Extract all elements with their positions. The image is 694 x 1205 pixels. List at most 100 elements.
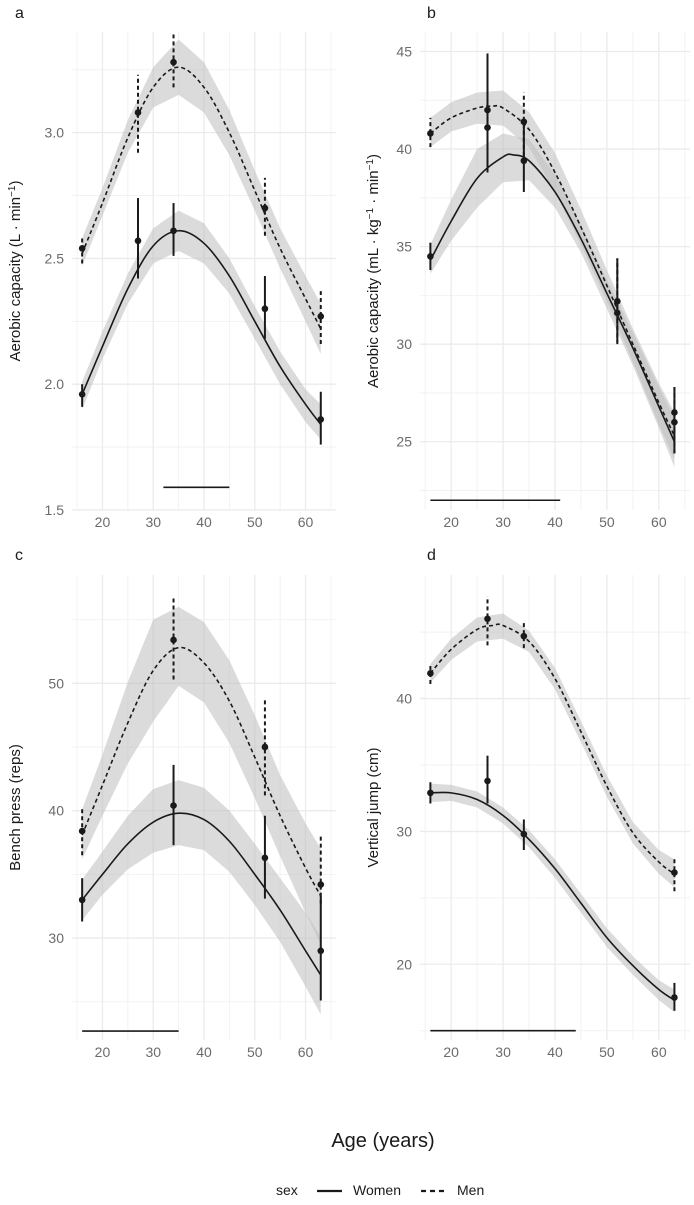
data-point-women xyxy=(170,802,177,809)
fit-line-men xyxy=(81,66,322,330)
legend: sex Women Men xyxy=(276,1182,484,1198)
y-axis-title-close: ) xyxy=(365,154,382,159)
y-axis-title-main: Bench press (reps) xyxy=(7,744,24,871)
data-point-men xyxy=(484,106,491,114)
data-point-women xyxy=(671,994,678,1001)
legend-label-women: Women xyxy=(353,1182,401,1198)
y-tick-label: 25 xyxy=(396,434,412,450)
x-tick-label: 50 xyxy=(599,1044,615,1060)
ci-ribbon-women xyxy=(430,133,675,468)
data-point-men xyxy=(78,827,86,835)
x-tick-label: 20 xyxy=(443,514,459,530)
data-point-women xyxy=(427,789,434,797)
x-tick-label: 50 xyxy=(599,514,615,530)
data-point-women xyxy=(170,227,177,235)
fit-line-women xyxy=(429,153,676,443)
data-point-men xyxy=(671,409,678,416)
x-tick-label: 30 xyxy=(495,514,511,530)
x-tick-label: 50 xyxy=(247,1044,263,1060)
data-point-men xyxy=(671,869,678,876)
x-tick-label: 20 xyxy=(443,1044,459,1060)
y-tick-label: 45 xyxy=(396,44,412,60)
x-tick-label: 30 xyxy=(495,1044,511,1060)
panel-c: c 20 30 40 50 60 30 40 50 Bench press (reps) xyxy=(7,547,336,1060)
x-axis-title: Age (years) xyxy=(331,1130,434,1152)
ci-ribbon-men xyxy=(430,613,675,888)
y-axis-title-close: ) xyxy=(7,181,24,186)
y-axis-title-unit: (mL · kg xyxy=(365,219,382,273)
y-tick-label: 50 xyxy=(48,675,64,691)
data-point-men xyxy=(520,118,528,126)
data-point-men xyxy=(427,130,434,137)
y-axis-title-superscript: −1 xyxy=(7,185,18,197)
y-axis-title: Aerobic capacity (L · min−1) xyxy=(7,181,25,362)
panel-a: a 20 30 40 50 60 1.5 2.0 2.5 3.0 Aerobic capacity … xyxy=(7,5,336,530)
y-axis-title-main: Aerobic capacity xyxy=(7,247,24,361)
data-point-men xyxy=(170,58,177,66)
fit-line-women xyxy=(81,229,322,425)
x-tick-label: 40 xyxy=(547,1044,563,1060)
y-tick-label: 30 xyxy=(48,930,64,946)
y-tick-label: 2.0 xyxy=(45,376,65,392)
data-point-men xyxy=(170,636,177,644)
y-tick-label: 30 xyxy=(396,823,412,839)
fit-line-men xyxy=(429,623,675,875)
x-tick-label: 20 xyxy=(95,1044,111,1060)
data-point-women xyxy=(261,305,269,313)
fit-line-men xyxy=(429,104,676,437)
data-point-women xyxy=(317,416,325,423)
data-point-women xyxy=(427,253,434,260)
data-point-women xyxy=(520,830,528,838)
panel-label: b xyxy=(427,5,436,22)
y-axis-title-unit: · min xyxy=(365,170,382,208)
data-point-men xyxy=(261,743,269,751)
x-tick-label: 60 xyxy=(651,1044,667,1060)
x-tick-label: 20 xyxy=(95,514,111,530)
x-tick-label: 40 xyxy=(547,514,563,530)
ci-ribbon-men xyxy=(82,39,321,355)
x-tick-label: 40 xyxy=(196,1044,212,1060)
y-tick-label: 3.0 xyxy=(45,125,65,141)
y-axis-title-main: Vertical jump (cm) xyxy=(365,747,382,867)
x-tick-label: 50 xyxy=(247,514,263,530)
y-tick-label: 2.5 xyxy=(45,250,65,266)
data-point-women xyxy=(261,854,269,862)
data-point-men xyxy=(317,881,325,888)
y-tick-label: 1.5 xyxy=(45,502,65,518)
x-tick-label: 60 xyxy=(651,514,667,530)
x-tick-label: 40 xyxy=(196,514,212,530)
ci-ribbon-women xyxy=(82,210,321,440)
data-point-men xyxy=(484,615,491,623)
data-point-women xyxy=(78,896,86,904)
x-tick-label: 30 xyxy=(145,1044,161,1060)
y-axis-title: Bench press (reps) xyxy=(7,744,24,871)
y-axis-title-main: Aerobic capacity xyxy=(365,274,382,388)
panel-label: d xyxy=(427,547,436,564)
panel-label: c xyxy=(15,547,23,564)
panel-d: d 20 30 40 50 60 20 30 40 Vertical jump (cm) xyxy=(365,547,690,1060)
data-point-women xyxy=(317,947,325,955)
data-point-men xyxy=(134,109,142,116)
y-tick-label: 20 xyxy=(396,956,412,972)
x-tick-label: 60 xyxy=(298,1044,314,1060)
fit-line-women xyxy=(430,791,675,1001)
y-axis-title: Aerobic capacity (mL · kg−1 · min−1) xyxy=(365,154,383,388)
data-point-women xyxy=(484,777,491,785)
fit-line-women xyxy=(81,812,322,976)
y-tick-label: 35 xyxy=(396,239,412,255)
panel-b: b 20 30 40 50 60 25 30 35 40 45 Aerobic capacity (m… xyxy=(365,5,690,530)
ci-ribbon-women xyxy=(430,783,675,1013)
x-tick-label: 30 xyxy=(145,514,161,530)
y-axis-title-superscript: −1 xyxy=(365,207,376,219)
legend-label-men: Men xyxy=(457,1182,484,1198)
data-point-men xyxy=(317,312,325,320)
data-point-women xyxy=(78,390,86,398)
y-tick-label: 30 xyxy=(396,336,412,352)
ci-ribbon-men xyxy=(430,90,675,460)
y-tick-label: 40 xyxy=(396,141,412,157)
data-point-men xyxy=(614,297,621,305)
x-tick-label: 60 xyxy=(298,514,314,530)
y-tick-label: 40 xyxy=(396,691,412,707)
data-point-men xyxy=(520,632,528,640)
